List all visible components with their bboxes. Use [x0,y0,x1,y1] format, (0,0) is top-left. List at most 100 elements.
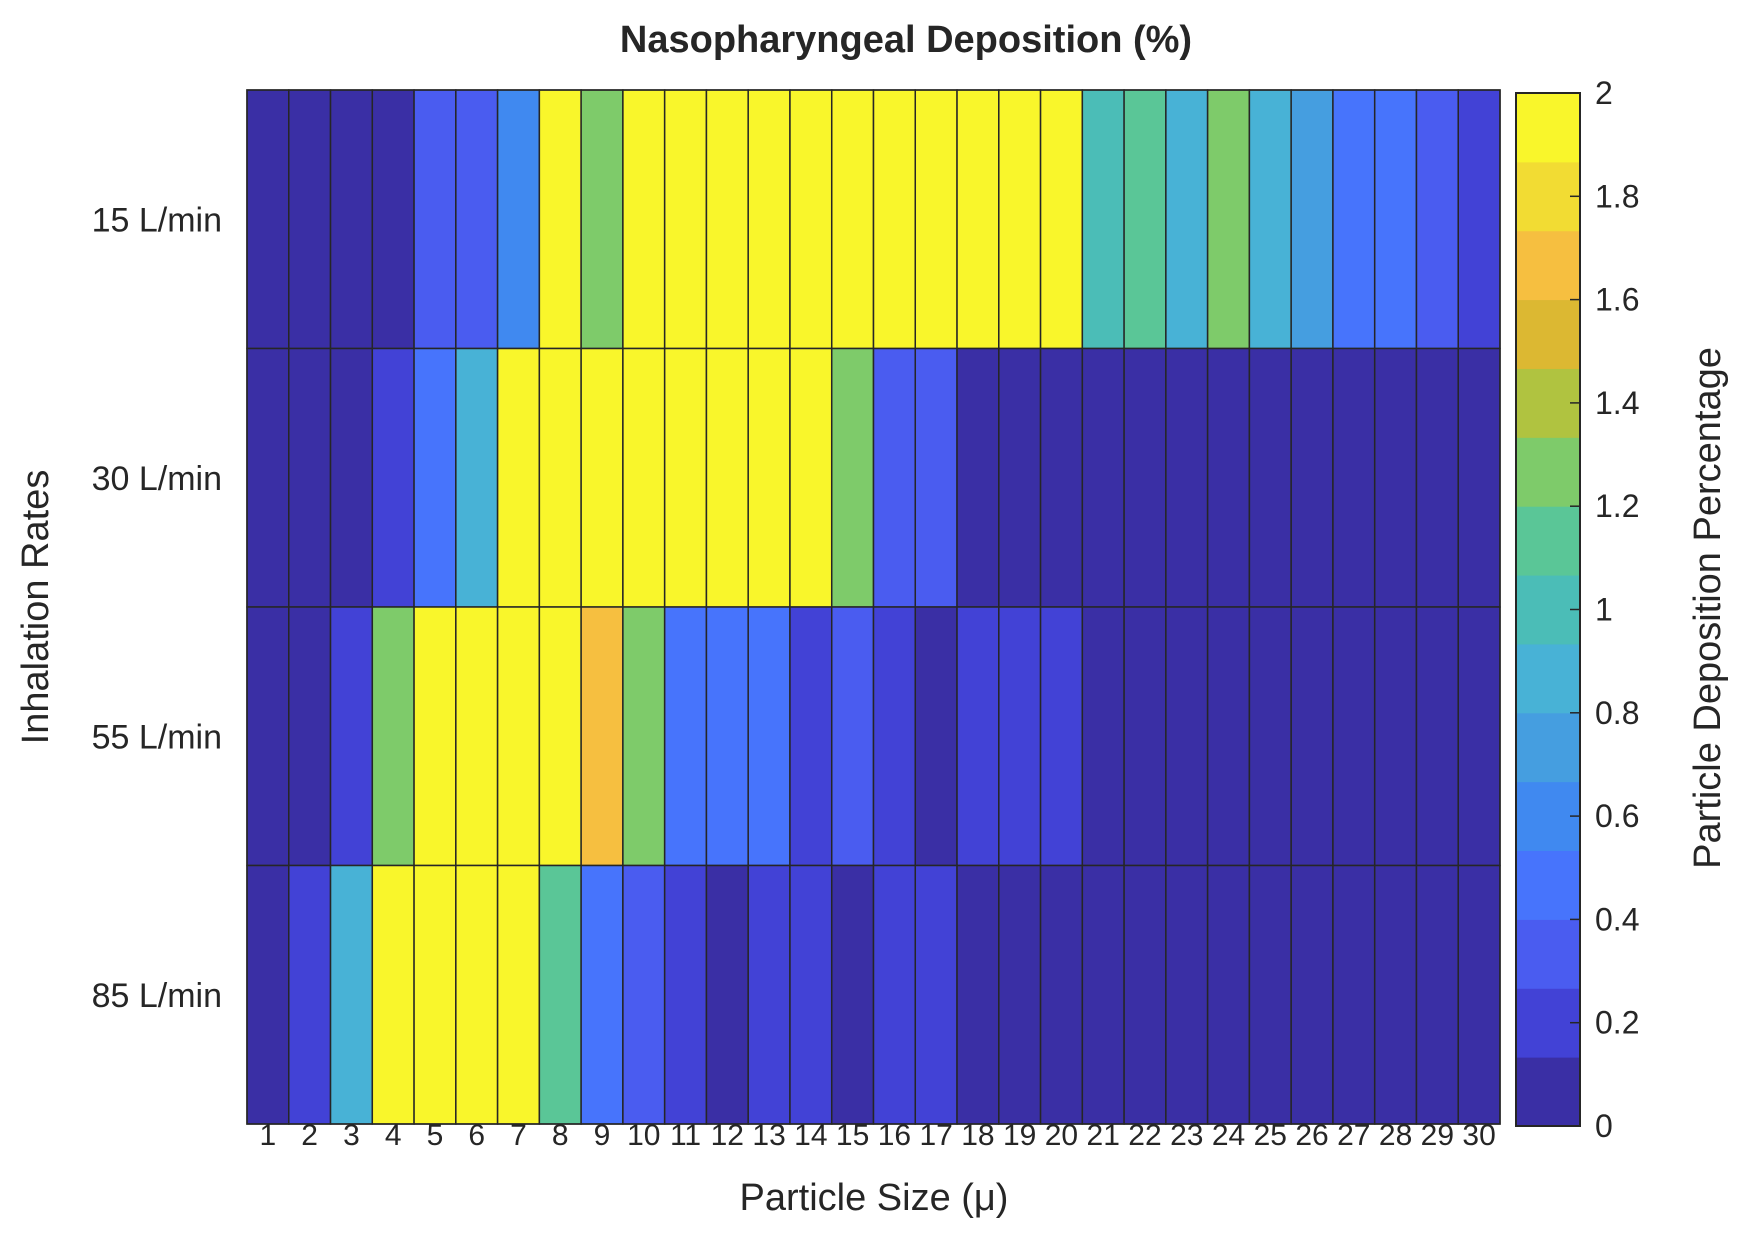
x-tick-label: 1 [260,1119,277,1152]
colorbar-level [1516,368,1580,438]
heatmap-cell [580,864,624,1125]
x-tick-label: 30 [1462,1119,1495,1152]
heatmap-cell [830,864,875,1125]
heatmap-cells [246,89,1501,1125]
heatmap-cell [246,347,290,608]
heatmap-cell [1332,347,1376,608]
colorbar-level [1516,230,1580,301]
x-tick-label: 22 [1128,1119,1161,1152]
heatmap-cell [663,606,708,867]
colorbar-tick-label: 0.4 [1595,901,1639,937]
x-tick-label: 7 [510,1119,527,1152]
heatmap-cell [1248,864,1292,1125]
colorbar-tick-label: 1.2 [1595,488,1639,524]
chart-title: Nasopharyngeal Deposition (%) [620,19,1192,61]
colorbar-tick-label: 1.8 [1595,178,1639,214]
heatmap-cell [1206,347,1251,608]
heatmap-cell [747,864,791,1125]
heatmap-cell [1415,89,1459,350]
colorbar-tick-label: 0.2 [1595,1005,1639,1041]
heatmap-cell [455,347,499,608]
heatmap-cell [747,89,791,350]
heatmap-cell [998,347,1042,608]
heatmap-cell [622,347,666,608]
x-tick-label: 11 [670,1119,701,1152]
heatmap-cell [747,347,791,608]
x-tick-label: 15 [836,1119,869,1152]
x-tick-label: 23 [1170,1119,1203,1152]
x-tick-label: 21 [1087,1119,1120,1152]
heatmap-cell [371,864,415,1125]
x-tick-labels: 1 2 3 4 5 6 7 8 9 10 11 12 13 14 15 16 17 18 19 20 21 22 23 24 2… [260,1119,1496,1152]
y-tick-label: 85 L/min [92,977,222,1015]
heatmap-cell [1081,606,1125,867]
heatmap-cell [246,864,290,1125]
colorbar-level [1516,161,1580,232]
heatmap-cell [956,89,1000,350]
heatmap-cell [663,347,708,608]
heatmap-cell [789,347,833,608]
heatmap-cell [1290,606,1334,867]
x-tick-label: 27 [1337,1119,1370,1152]
x-tick-label: 8 [552,1119,569,1152]
heatmap-cell [538,864,582,1125]
colorbar-level [1516,437,1580,507]
heatmap-cell [705,89,749,350]
heatmap-cell [914,347,958,608]
heatmap-cell [1206,606,1251,867]
x-tick-label: 25 [1254,1119,1287,1152]
heatmap-cell [1290,347,1334,608]
heatmap-cell [956,606,1000,867]
heatmap-cell [538,347,582,608]
colorbar-level [1516,575,1580,645]
colorbar-tick-label: 2 [1595,75,1613,111]
heatmap-cell [580,347,624,608]
heatmap-cell [371,347,415,608]
y-tick-labels: 15 L/min 30 L/min 55 L/min 85 L/min [92,201,222,1015]
heatmap-cell [1373,347,1418,608]
heatmap-cell [496,347,541,608]
x-tick-label: 10 [627,1119,660,1152]
heatmap-cell [413,89,457,350]
heatmap-cell [329,89,374,350]
heatmap-cell [371,89,415,350]
colorbar-level [1516,1057,1580,1127]
heatmap-cell [371,606,415,867]
colorbar-level [1516,299,1580,369]
x-axis-label: Particle Size (μ) [740,1177,1009,1219]
heatmap-cell [1039,347,1084,608]
heatmap-cell [1039,606,1084,867]
heatmap-cell [705,347,749,608]
heatmap-cell [872,347,917,608]
heatmap-cell [1457,864,1501,1125]
heatmap-cell [1290,89,1334,350]
heatmap-cell [1415,864,1459,1125]
heatmap-cell [1123,864,1167,1125]
heatmap-cell [622,864,666,1125]
colorbar-tick-label: 0.8 [1595,695,1639,731]
x-tick-label: 18 [961,1119,994,1152]
heatmap-cell [538,89,582,350]
heatmap-cell [1165,864,1209,1125]
heatmap-cell [998,606,1042,867]
colorbar-level [1516,850,1580,920]
heatmap-cell [246,89,290,350]
heatmap-cell [789,89,833,350]
x-tick-label: 16 [878,1119,911,1152]
heatmap-cell [329,606,374,867]
heatmap-cell [830,347,875,608]
heatmap-cell [538,606,582,867]
heatmap-cell [914,89,958,350]
heatmap-cell [998,89,1042,350]
heatmap-cell [455,864,499,1125]
x-tick-label: 9 [594,1119,611,1152]
colorbar-tick-label: 0 [1595,1108,1613,1144]
heatmap-cell [663,89,708,350]
colorbar-level [1516,781,1580,852]
heatmap-cell [413,864,457,1125]
colorbar-tick-label: 1 [1595,592,1613,628]
heatmap-cell [872,606,917,867]
heatmap-cell [622,89,666,350]
heatmap-cell [1457,606,1501,867]
colorbar-level [1516,643,1580,714]
